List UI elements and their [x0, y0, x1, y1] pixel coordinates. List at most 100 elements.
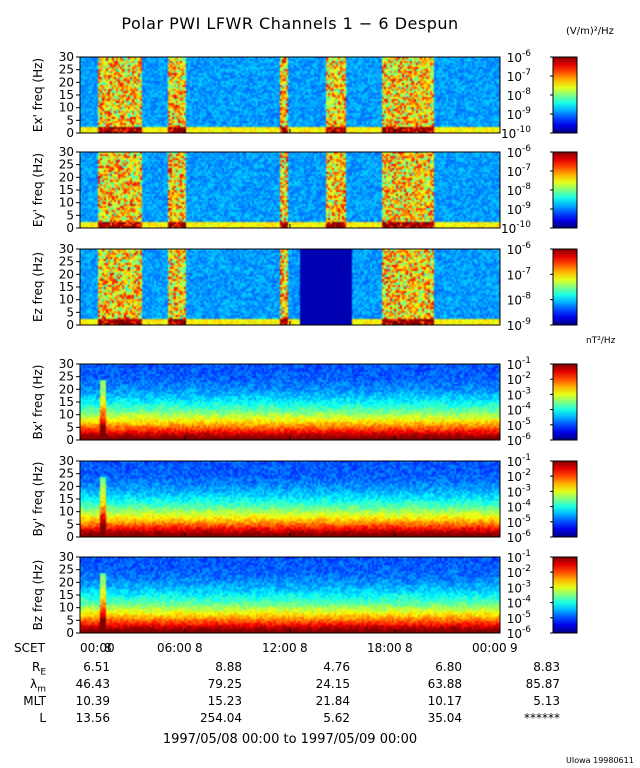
colorbar-tick-label: 10-6: [507, 625, 532, 641]
colorbar-tick-label: 10-6: [507, 529, 532, 545]
spectrogram-5: [80, 461, 500, 537]
y-axis-label: Ex' freq (Hz): [31, 58, 45, 132]
y-axis-label: Ey' freq (Hz): [31, 153, 45, 227]
colorbar-tick-label: 10-5: [507, 514, 531, 530]
y-axis-label: Bz freq (Hz): [31, 560, 45, 631]
y-tick-label: 20: [59, 479, 74, 493]
y-tick-label: 15: [59, 395, 74, 409]
y-tick-label: 15: [59, 280, 74, 294]
colorbar-tick-label: 10-2: [507, 371, 531, 387]
y-axis-label: Ez freq (Hz): [31, 252, 45, 322]
ephemeris-value: 85.87: [525, 677, 560, 691]
ephemeris-value: 24.15: [315, 677, 350, 691]
y-tick-label: 0: [66, 318, 74, 332]
y-tick-label: 15: [59, 88, 74, 102]
colorbar-tick-label: 10-4: [507, 402, 532, 418]
y-tick-label: 30: [59, 454, 74, 468]
y-tick-label: 20: [59, 170, 74, 184]
colorbar-tick-label: 10-3: [507, 386, 531, 402]
ephemeris-label: λm: [30, 677, 46, 695]
y-tick-label: 20: [59, 75, 74, 89]
y-tick-label: 0: [66, 433, 74, 447]
day-label: 8: [405, 641, 413, 655]
ephemeris-value: 79.25: [207, 677, 242, 691]
colorbar-6: [552, 556, 578, 634]
electric-units-label: (V/m)²/Hz: [566, 26, 614, 37]
y-tick-label: 25: [59, 563, 74, 577]
y-tick-label: 10: [59, 601, 74, 615]
y-tick-label: 20: [59, 382, 74, 396]
colorbar-tick-label: 10-1: [507, 549, 531, 565]
x-axis: SCET 00:008 06:00 8 12:00 8 18:00 8 00:00 9: [14, 641, 518, 655]
colorbar-3: [552, 248, 578, 326]
ephemeris-value: 15.23: [207, 694, 242, 708]
y-tick-label: 5: [66, 517, 74, 531]
x-tick-label: 12:00: [262, 641, 297, 655]
y-tick-label: 25: [59, 467, 74, 481]
colorbar-tick-label: 10-5: [507, 610, 531, 626]
ephemeris-value: 35.04: [427, 711, 462, 725]
colorbar-tick-label: 10-1: [507, 453, 531, 469]
spectrogram-2: [80, 152, 500, 228]
credit-label: UIowa 19980611: [566, 756, 634, 765]
colorbar-tick-label: 10-3: [507, 483, 531, 499]
colorbar-tick-label: 10-6: [507, 144, 532, 160]
colorbar-tick-label: 10-10: [501, 220, 531, 236]
y-tick-label: 30: [59, 50, 74, 64]
ephemeris-value: 13.56: [75, 711, 110, 725]
time-range-footer: 1997/05/08 00:00 to 1997/05/09 00:00: [162, 732, 418, 747]
y-tick-label: 10: [59, 505, 74, 519]
colorbar-tick-label: 10-6: [507, 432, 532, 448]
colorbar-tick-label: 10-1: [507, 356, 531, 372]
ephemeris-value: 63.88: [427, 677, 462, 691]
colorbar-tick-label: 10-4: [507, 499, 532, 515]
day-label: 8: [104, 641, 112, 655]
x-tick-label: 00:00: [80, 641, 115, 655]
y-tick-label: 25: [59, 370, 74, 384]
colorbar-tick-label: 10-8: [507, 292, 532, 308]
y-tick-label: 10: [59, 408, 74, 422]
colorbar-tick-label: 10-9: [507, 201, 532, 217]
ephemeris-value: 6.80: [435, 660, 462, 674]
y-tick-label: 5: [66, 613, 74, 627]
y-tick-label: 25: [59, 255, 74, 269]
y-tick-label: 30: [59, 242, 74, 256]
y-tick-label: 0: [66, 530, 74, 544]
y-tick-label: 5: [66, 305, 74, 319]
x-axis-label: SCET: [14, 641, 46, 655]
spectrogram-6: [80, 557, 500, 633]
ephemeris-value: 254.04: [200, 711, 242, 725]
y-tick-label: 0: [66, 126, 74, 140]
y-tick-label: 10: [59, 101, 74, 115]
spectrogram-1: [80, 57, 500, 133]
colorbar-1: [552, 56, 578, 134]
y-tick-label: 15: [59, 588, 74, 602]
colorbar-5: [552, 460, 578, 538]
spectrogram-4: [80, 364, 500, 440]
page-title: Polar PWI LFWR Channels 1 − 6 Despun: [121, 14, 459, 33]
colorbar-tick-label: 10-9: [507, 317, 532, 333]
ephemeris-label: RE: [31, 660, 46, 678]
ephemeris-value: 6.51: [83, 660, 110, 674]
y-tick-label: 30: [59, 550, 74, 564]
y-tick-label: 20: [59, 575, 74, 589]
colorbar-tick-label: 10-6: [507, 241, 532, 257]
colorbar-tick-label: 10-7: [507, 163, 531, 179]
y-tick-label: 5: [66, 113, 74, 127]
ephemeris-value: 10.39: [75, 694, 110, 708]
magnetic-units-label: nT²/Hz: [586, 336, 616, 346]
day-label: 8: [195, 641, 203, 655]
ephemeris-value: 5.62: [323, 711, 350, 725]
x-tick-label: 06:00: [157, 641, 192, 655]
colorbar-tick-label: 10-10: [501, 125, 531, 141]
y-tick-label: 30: [59, 145, 74, 159]
y-tick-label: 30: [59, 357, 74, 371]
colorbar-tick-label: 10-5: [507, 417, 531, 433]
spectrogram-3: [80, 249, 500, 325]
ephemeris-value: 8.88: [215, 660, 242, 674]
